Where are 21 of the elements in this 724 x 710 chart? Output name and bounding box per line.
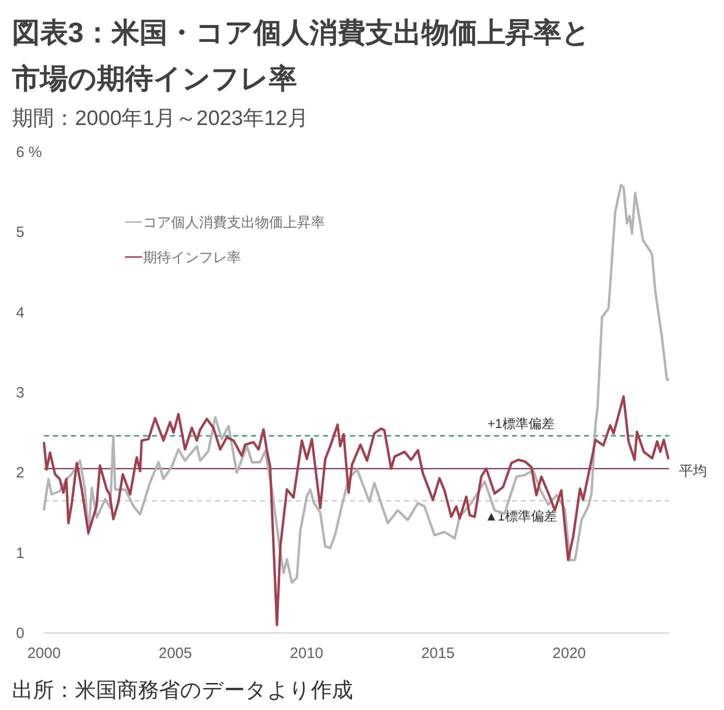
y-tick-label: 0 [16,625,24,642]
y-tick-label: 4 [16,304,24,322]
text: 出所：米国商務省のデータより作成 [12,678,353,704]
y-tick-label: 3 [16,384,24,402]
legend-label: コア個人消費支出物価上昇率 [143,214,325,230]
legend-label: 期待インフレ率 [143,249,241,265]
x-tick-label: 2005 [158,645,192,662]
chart-subtitle: 期間：2000年1月～2023年12月 [12,106,308,132]
y-tick-label: 1 [16,544,24,562]
ref-line-label: +1標準偏差 [487,416,554,431]
ref-line-label: 平均 [679,462,707,479]
line-series [42,395,670,626]
x-tick-label: 2010 [290,645,324,662]
x-tick-label: 2015 [421,645,455,662]
line-series [42,184,670,584]
x-tick-label: 2020 [552,645,586,662]
x-tick-label: 2000 [27,645,61,662]
y-tick-label: 2 [16,464,24,482]
chart-title: 図表3：米国・コア個人消費支出物価上昇率と市場の期待インフレ率 [12,16,592,96]
y-tick-label: 5 [16,224,24,242]
y-tick-label: 6 % [16,144,42,161]
